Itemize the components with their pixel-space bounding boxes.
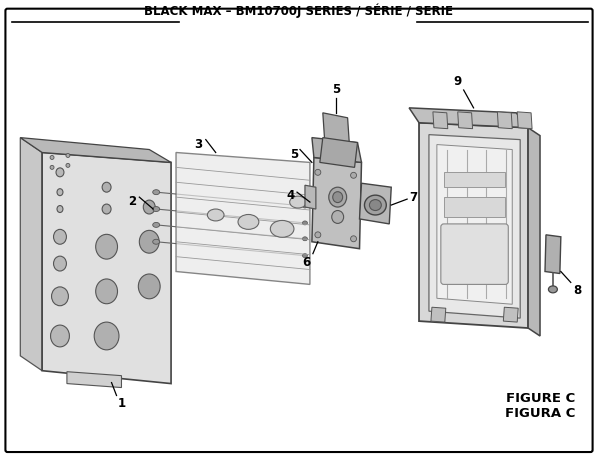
Text: 5: 5: [290, 147, 298, 161]
Ellipse shape: [102, 182, 111, 192]
Polygon shape: [359, 183, 391, 224]
FancyBboxPatch shape: [5, 9, 593, 452]
Ellipse shape: [333, 192, 343, 202]
Ellipse shape: [302, 253, 307, 258]
Polygon shape: [42, 152, 171, 384]
Ellipse shape: [350, 172, 356, 178]
Ellipse shape: [350, 236, 356, 242]
Ellipse shape: [329, 187, 347, 207]
Text: 4: 4: [287, 189, 295, 202]
Polygon shape: [433, 112, 448, 129]
Polygon shape: [176, 152, 310, 284]
Text: 7: 7: [409, 191, 417, 204]
Ellipse shape: [315, 232, 321, 238]
Polygon shape: [429, 135, 520, 318]
Text: BLACK MAX – BM10700J SERIES / SÉRIE / SERIE: BLACK MAX – BM10700J SERIES / SÉRIE / SE…: [143, 3, 452, 18]
Ellipse shape: [95, 234, 118, 259]
Polygon shape: [20, 137, 42, 371]
Text: 2: 2: [128, 195, 136, 208]
Polygon shape: [409, 108, 528, 128]
Polygon shape: [431, 307, 446, 322]
Polygon shape: [528, 128, 540, 336]
Polygon shape: [419, 123, 528, 328]
Ellipse shape: [139, 230, 159, 253]
Polygon shape: [323, 113, 350, 147]
Text: 3: 3: [194, 137, 203, 151]
Bar: [444, 172, 505, 187]
Text: 5: 5: [332, 83, 340, 96]
Ellipse shape: [208, 209, 224, 221]
Ellipse shape: [315, 169, 321, 175]
Ellipse shape: [53, 229, 67, 244]
FancyBboxPatch shape: [441, 224, 508, 284]
Polygon shape: [67, 372, 121, 388]
Ellipse shape: [364, 195, 386, 215]
Polygon shape: [20, 137, 171, 162]
Ellipse shape: [548, 286, 557, 293]
Ellipse shape: [50, 325, 70, 347]
Text: 9: 9: [454, 75, 461, 88]
Ellipse shape: [52, 287, 68, 306]
Polygon shape: [437, 145, 512, 304]
Text: 1: 1: [118, 398, 125, 410]
Ellipse shape: [271, 220, 294, 238]
Polygon shape: [497, 112, 512, 129]
Polygon shape: [517, 112, 532, 129]
Polygon shape: [458, 112, 473, 129]
Ellipse shape: [57, 189, 63, 196]
Polygon shape: [320, 137, 358, 167]
Polygon shape: [545, 235, 561, 273]
Ellipse shape: [290, 196, 307, 208]
Ellipse shape: [302, 221, 307, 225]
Ellipse shape: [53, 256, 67, 271]
Ellipse shape: [50, 165, 54, 169]
Ellipse shape: [143, 200, 155, 214]
Text: FIGURE C: FIGURE C: [506, 392, 576, 405]
Ellipse shape: [153, 207, 160, 212]
Ellipse shape: [153, 190, 160, 195]
Polygon shape: [305, 185, 316, 209]
Ellipse shape: [95, 279, 118, 304]
Ellipse shape: [153, 222, 160, 228]
Ellipse shape: [57, 206, 63, 212]
Text: FIGURA C: FIGURA C: [505, 407, 576, 420]
Ellipse shape: [238, 214, 259, 229]
Polygon shape: [312, 157, 361, 249]
Text: 6: 6: [302, 256, 311, 268]
Polygon shape: [312, 137, 361, 162]
Ellipse shape: [332, 211, 344, 223]
Ellipse shape: [102, 204, 111, 214]
Ellipse shape: [153, 239, 160, 244]
Ellipse shape: [370, 200, 382, 211]
Ellipse shape: [94, 322, 119, 350]
Ellipse shape: [302, 204, 307, 208]
Bar: [444, 197, 505, 217]
Ellipse shape: [66, 163, 70, 167]
Polygon shape: [503, 307, 518, 322]
Ellipse shape: [302, 237, 307, 241]
Ellipse shape: [56, 168, 64, 177]
Ellipse shape: [66, 153, 70, 157]
Ellipse shape: [50, 156, 54, 159]
Ellipse shape: [139, 274, 160, 299]
Text: 8: 8: [573, 284, 581, 298]
